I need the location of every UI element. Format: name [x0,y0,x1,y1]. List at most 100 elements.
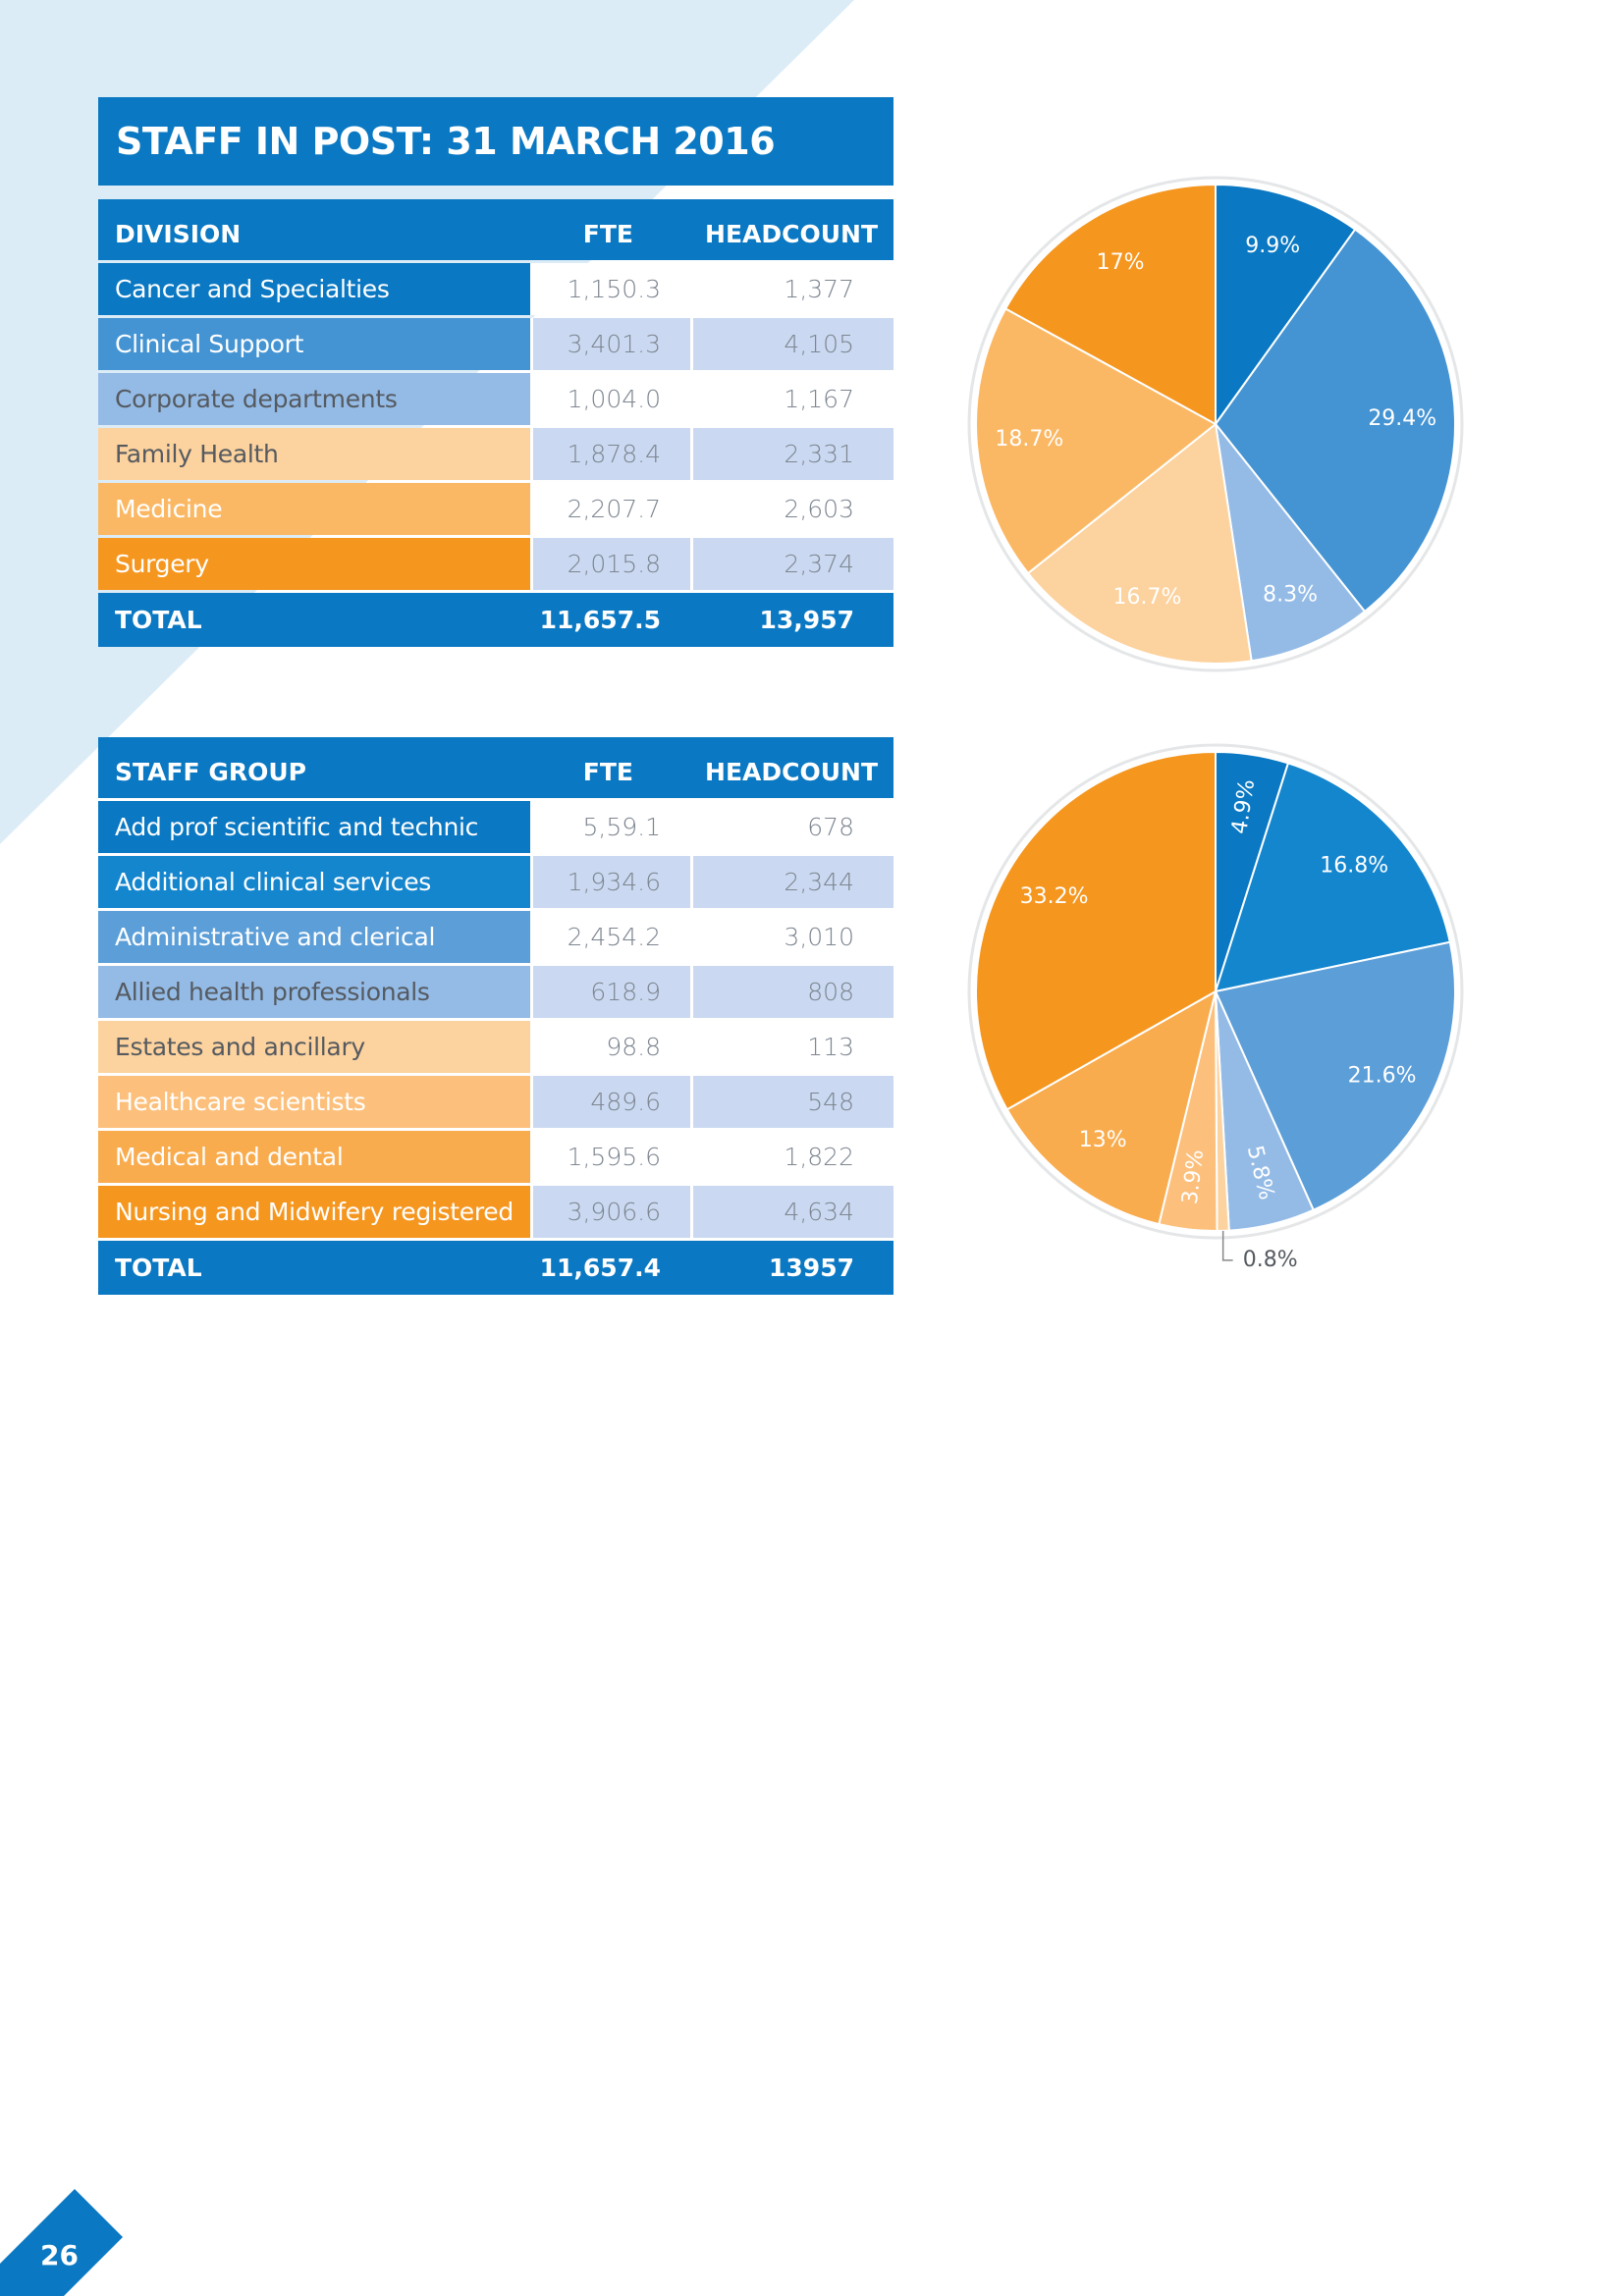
row-label: Clinical Support [98,318,530,370]
pie-slice-label: 0.8% [1243,1248,1298,1272]
pie-slice [975,307,1218,575]
table-rows: Cancer and Specialties 1,150.3 1,377 Clinic… [98,263,893,590]
total-fte: 11,657.5 [539,606,661,634]
row-headcount: 4,634 [690,1186,893,1238]
pie-slice-label: 18.7% [995,427,1063,452]
division-table: DIVISION FTE HEADCOUNT Cancer and Specia… [98,199,893,647]
pie-slice [1214,940,1456,1212]
row-label: Corporate departments [98,373,530,425]
table-row: Family Health 1,878.4 2,331 [98,428,893,480]
table-row: Additional clinical services 1,934.6 2,344 [98,856,893,908]
table-total-row: TOTAL 11,657.5 13,957 [98,593,893,647]
pie-slice-label: 17% [1097,250,1145,275]
header-fte: FTE [582,220,633,248]
row-label: Healthcare scientists [98,1076,530,1128]
row-headcount: 2,344 [690,856,893,908]
pie-slice [1026,422,1253,665]
table-row: Corporate departments 1,004.0 1,167 [98,373,893,425]
table-row: Allied health professionals 618.9 808 [98,966,893,1018]
pie-slice [1005,988,1218,1226]
row-headcount: 2,331 [690,428,893,480]
row-fte: 2,454.2 [530,911,690,963]
row-headcount: 548 [690,1076,893,1128]
row-label: Cancer and Specialties [98,263,530,315]
row-fte: 1,934.6 [530,856,690,908]
pie-slice [975,750,1217,1111]
header-fte: FTE [582,758,633,786]
header-staff-group: STAFF GROUP [115,758,306,786]
row-headcount: 1,377 [690,263,893,315]
total-headcount: 13,957 [759,606,854,634]
row-headcount: 2,374 [690,538,893,590]
header-division: DIVISION [115,220,242,248]
row-label: Nursing and Midwifery registered [98,1186,530,1238]
pie-slice-label: 33.2% [1020,884,1089,909]
row-fte: 1,150.3 [530,263,690,315]
row-headcount: 1,167 [690,373,893,425]
total-label: TOTAL [115,606,202,634]
division-pie-chart: 9.9% 29.4% 8.3% 16.7% 18.7% 17% [967,176,1464,672]
row-fte: 3,906.6 [530,1186,690,1238]
pie-slice [1215,183,1357,428]
row-headcount: 2,603 [690,483,893,535]
pie-slice-label: 29.4% [1368,406,1436,431]
table-total-row: TOTAL 11,657.4 13957 [98,1241,893,1295]
row-headcount: 113 [690,1021,893,1073]
pie-slice-label: 13% [1079,1128,1127,1152]
table-row: Medical and dental 1,595.6 1,822 [98,1131,893,1183]
pie-slice-label: 8.3% [1263,582,1318,607]
row-fte: 98.8 [530,1021,690,1073]
page-title: STAFF IN POST: 31 MARCH 2016 [98,97,893,186]
row-label: Administrative and clerical [98,911,530,963]
pie-slice [1214,762,1451,993]
total-label: TOTAL [115,1254,202,1282]
row-fte: 618.9 [530,966,690,1018]
table-row: Surgery 2,015.8 2,374 [98,538,893,590]
row-headcount: 808 [690,966,893,1018]
pie-slice [1214,420,1367,663]
row-fte: 3,401.3 [530,318,690,370]
table-row: Healthcare scientists 489.6 548 [98,1076,893,1128]
pie-slice-label: 16.7% [1113,585,1182,610]
table-row: Clinical Support 3,401.3 4,105 [98,318,893,370]
pie-slice [1003,183,1217,426]
callout-line [1221,1230,1233,1261]
pie-slice-label: 9.9% [1245,234,1300,258]
row-fte: 1,878.4 [530,428,690,480]
table-row: Estates and ancillary 98.8 113 [98,1021,893,1073]
row-label: Surgery [98,538,530,590]
pie-slice [1214,228,1456,614]
staff-group-pie-chart: 4.9%16.8%21.6%5.8%0.8%3.9%13%33.2% [967,743,1464,1272]
row-fte: 489.6 [530,1076,690,1128]
header-headcount: HEADCOUNT [705,758,878,786]
row-label: Medicine [98,483,530,535]
row-headcount: 3,010 [690,911,893,963]
row-headcount: 678 [690,801,893,853]
row-fte: 5,59.1 [530,801,690,853]
table-row: Administrative and clerical 2,454.2 3,010 [98,911,893,963]
total-fte: 11,657.4 [539,1254,661,1282]
staff-group-table: STAFF GROUP FTE HEADCOUNT Add prof scien… [98,737,893,1295]
row-fte: 2,207.7 [530,483,690,535]
row-label: Add prof scientific and technic [98,801,530,853]
row-label: Additional clinical services [98,856,530,908]
table-row: Medicine 2,207.7 2,603 [98,483,893,535]
table-row: Cancer and Specialties 1,150.3 1,377 [98,263,893,315]
row-label: Medical and dental [98,1131,530,1183]
header-headcount: HEADCOUNT [705,220,878,248]
row-fte: 1,595.6 [530,1131,690,1183]
page-number: 26 [40,2239,79,2271]
table-header: STAFF GROUP FTE HEADCOUNT [98,737,893,798]
pie-slice-label: 16.8% [1320,853,1388,878]
page-number-badge [0,2189,123,2296]
table-row: Add prof scientific and technic 5,59.1 678 [98,801,893,853]
row-headcount: 4,105 [690,318,893,370]
row-headcount: 1,822 [690,1131,893,1183]
table-header: DIVISION FTE HEADCOUNT [98,199,893,260]
row-label: Estates and ancillary [98,1021,530,1073]
row-label: Allied health professionals [98,966,530,1018]
row-label: Family Health [98,428,530,480]
table-rows: Add prof scientific and technic 5,59.1 678… [98,801,893,1238]
row-fte: 1,004.0 [530,373,690,425]
row-fte: 2,015.8 [530,538,690,590]
